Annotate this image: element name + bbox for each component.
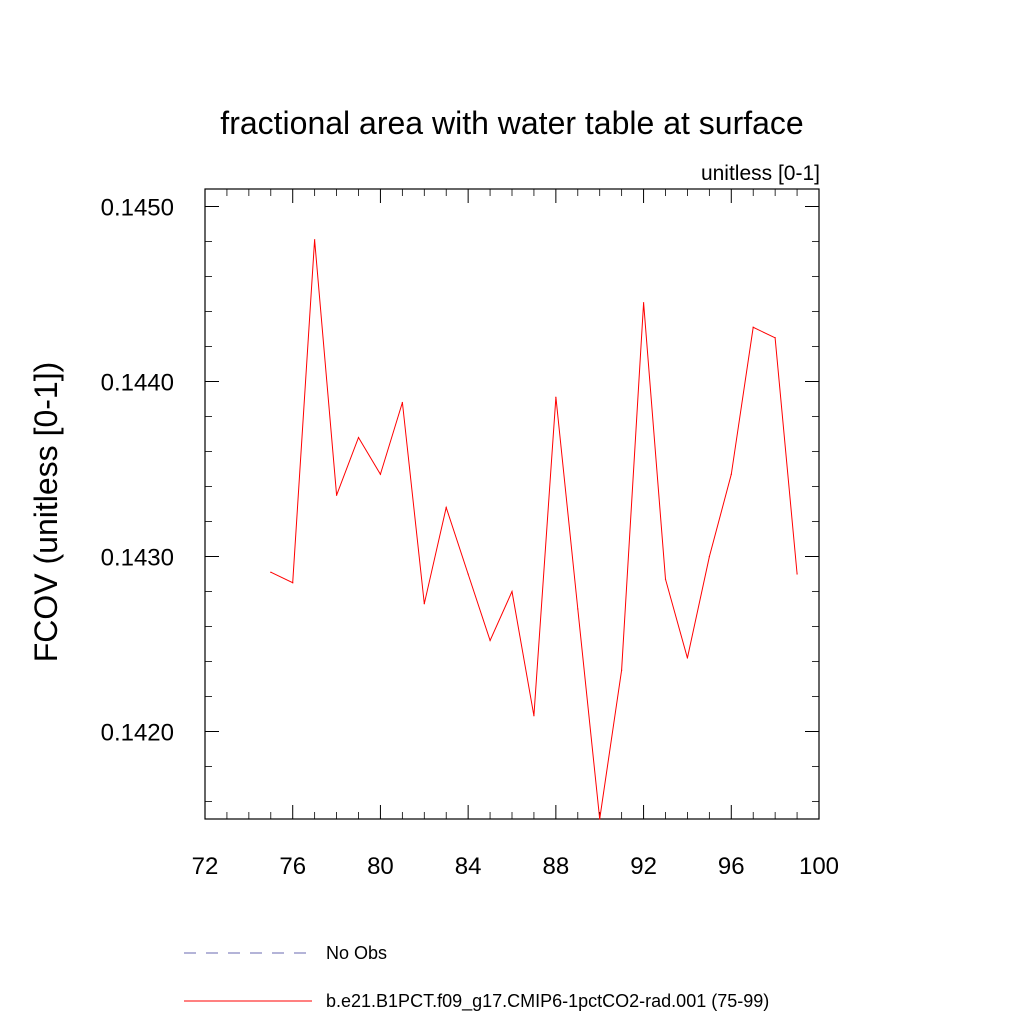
y-tick-label: 0.1440 [101,370,174,397]
chart-title: fractional area with water table at surf… [220,105,803,141]
data-point [467,573,469,575]
x-tick-label: 92 [630,853,657,880]
data-point [621,669,623,671]
data-point [555,396,557,398]
data-point [708,555,710,558]
data-point [379,473,382,475]
data-point [489,639,491,642]
y-tick-label: 0.1430 [101,545,174,572]
legend-label: b.e21.B1PCT.f09_g17.CMIP6-1pctCO2-rad.00… [326,991,769,1012]
x-tick-label: 84 [455,853,482,880]
data-point [270,571,272,573]
x-tick-label: 100 [799,853,839,880]
data-point [314,239,316,241]
y-axis-label: FCOV (unitless [0-1]) [28,362,64,663]
plot-frame [204,188,820,820]
data-point [796,573,798,575]
legend-label: No Obs [326,943,387,963]
data-point [533,715,535,717]
data-point [357,436,360,439]
axis-tick-labels: 72 76 80 84 88 92 96 100 0.1420 0.1430 0.1440 0.145… [101,195,839,881]
chart-subtitle: unitless [0-1] [701,162,820,185]
data-point [292,582,294,584]
data-point [423,603,425,605]
axis-ticks [204,189,820,819]
data-point [686,657,689,659]
data-point [445,506,447,509]
data-point [511,590,513,593]
data-point [335,494,338,496]
data-point [730,473,732,475]
series-group [270,239,798,820]
x-tick-label: 88 [543,853,570,880]
data-point [401,401,403,404]
legend: No Obs b.e21.B1PCT.f09_g17.CMIP6-1pctCO2-… [184,943,769,1012]
x-tick-label: 76 [279,853,306,880]
data-point [774,337,776,339]
y-tick-label: 0.1450 [101,195,174,222]
x-tick-label: 96 [718,853,745,880]
x-tick-label: 80 [367,853,394,880]
y-tick-label: 0.1420 [101,720,174,747]
data-point [599,818,601,820]
data-point [642,302,645,304]
data-point [664,578,667,580]
series-line [270,239,798,820]
x-tick-label: 72 [192,853,219,880]
data-point [752,326,754,328]
data-point [577,608,579,610]
